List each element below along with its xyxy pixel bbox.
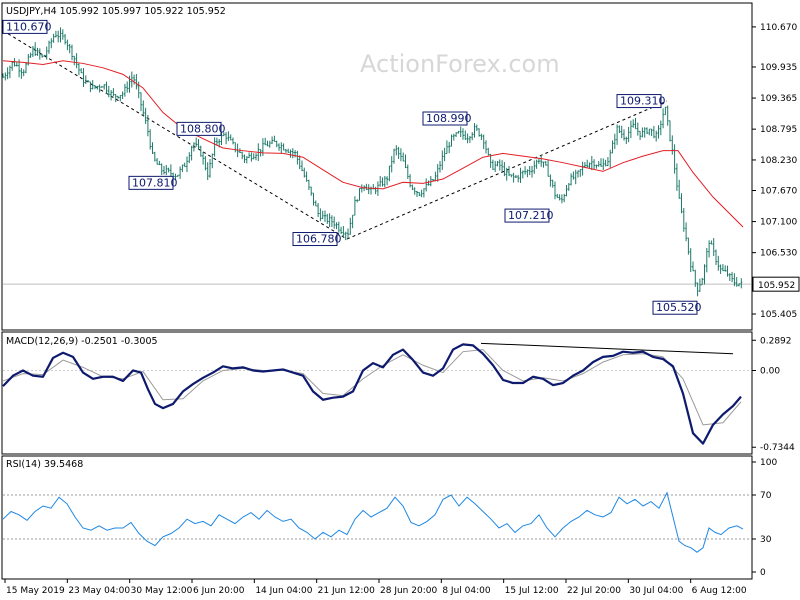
price-tick-label: 107.670 (760, 186, 797, 196)
price-label-box (652, 300, 698, 315)
price-label-text: 105.520 (656, 301, 702, 314)
x-tick-label: 23 May 04:00 (68, 586, 130, 596)
price-label-text: 109.310 (620, 95, 666, 108)
price-label-box (504, 208, 550, 223)
price-label-box (176, 121, 222, 136)
last-price-text: 105.952 (758, 281, 795, 291)
rsi-tick-label: 100 (760, 458, 777, 468)
x-tick-label: 21 Jun 12:00 (318, 586, 375, 596)
macd-tick-label: 0.00 (760, 366, 780, 376)
price-label-box (292, 232, 338, 247)
rsi-tick-label: 30 (760, 535, 772, 545)
price-panel-header: USDJPY,H4 105.992 105.997 105.922 105.95… (6, 6, 226, 17)
price-tick-label: 106.530 (760, 249, 797, 259)
price-tick-label: 110.670 (760, 23, 797, 33)
trend-line-1 (2, 30, 348, 240)
price-tick-label: 105.405 (760, 310, 797, 320)
price-label-text: 107.210 (508, 209, 554, 222)
price-tick-label: 108.795 (760, 125, 797, 135)
price-tick-label: 108.230 (760, 156, 797, 166)
price-label-text: 106.780 (296, 233, 342, 246)
price-label-107.810: 107.810 (128, 175, 178, 190)
price-label-105.520: 105.520 (652, 300, 702, 315)
price-tick-label: 109.935 (760, 63, 797, 73)
x-tick-label: 14 Jun 04:00 (255, 586, 312, 596)
price-layer: 110.670 108.800 107.810 106.780 108.990 107.2… (2, 19, 800, 315)
x-tick-label: 15 Jul 12:00 (505, 586, 559, 596)
x-tick-label: 30 Jul 04:00 (629, 586, 683, 596)
macd-panel-frame (1, 331, 753, 455)
last-price-tag: 105.952 (752, 276, 800, 292)
x-tick-label: 8 Jul 04:00 (442, 586, 491, 596)
price-label-106.780: 106.780 (292, 232, 342, 247)
x-tick-label: 6 Jun 20:00 (193, 586, 245, 596)
macd-layer (2, 342, 751, 445)
watermark: ActionForex.com (360, 50, 560, 78)
axis-layer: 110.670 109.935 109.365 108.795 108.230 107.6… (4, 23, 797, 596)
rsi-tick-label: 0 (760, 568, 766, 578)
macd-tick-label: -0.7344 (760, 443, 795, 453)
price-label-box (422, 111, 468, 126)
price-label-text: 107.810 (132, 176, 178, 189)
x-tick-label: 15 May 2019 (6, 586, 65, 596)
macd-line (2, 343, 742, 445)
price-label-text: 108.990 (426, 112, 472, 125)
price-label-box (128, 175, 174, 190)
rsi-panel-header: RSI(14) 39.5468 (6, 459, 83, 470)
price-label-107.210: 107.210 (504, 208, 554, 223)
macd-divergence-line (480, 342, 734, 355)
x-tick-label: 30 May 12:00 (131, 586, 193, 596)
price-label-108.990: 108.990 (422, 111, 472, 126)
rsi-layer (2, 491, 751, 553)
price-label-110.670: 110.670 (2, 19, 52, 34)
x-tick-label: 6 Aug 12:00 (692, 586, 747, 596)
rsi-tick-label: 70 (760, 491, 772, 501)
price-label-108.800: 108.800 (176, 121, 226, 136)
macd-panel-header: MACD(12,26,9) -0.2501 -0.3005 (6, 336, 158, 347)
x-tick-label: 22 Jul 20:00 (567, 586, 621, 596)
macd-tick-label: 0.2892 (760, 336, 792, 346)
rsi-line (2, 491, 744, 553)
price-label-109.310: 109.310 (616, 94, 666, 109)
price-candles (2, 27, 743, 297)
price-label-text: 108.800 (180, 122, 226, 135)
price-label-box (616, 94, 662, 109)
price-panel-frame (1, 2, 753, 331)
price-tick-label: 107.100 (760, 218, 797, 228)
price-label-text: 110.670 (6, 20, 52, 33)
x-tick-label: 28 Jun 20:00 (380, 586, 437, 596)
rsi-panel-frame (1, 455, 753, 580)
moving-average-line (2, 60, 744, 228)
price-tick-label: 109.365 (760, 94, 797, 104)
price-label-box (2, 19, 48, 34)
last-price-box (752, 276, 800, 292)
